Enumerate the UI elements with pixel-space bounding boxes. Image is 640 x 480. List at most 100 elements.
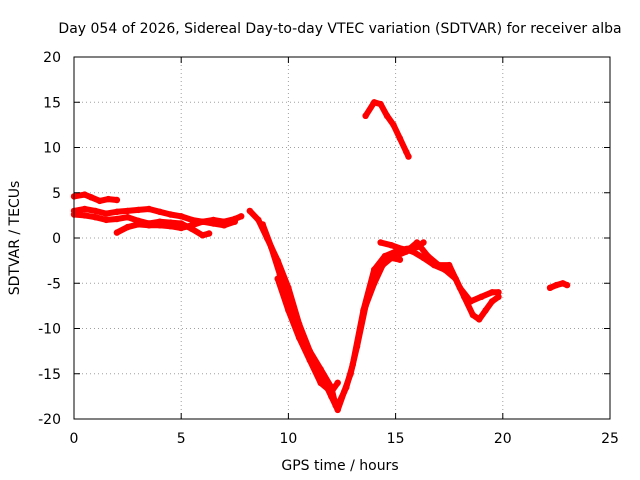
- x-axis-label: GPS time / hours: [281, 458, 398, 474]
- data-point: [103, 216, 110, 224]
- grid: [74, 57, 610, 419]
- series-isolated-high: [362, 99, 412, 160]
- data-point: [205, 230, 213, 237]
- data-point: [124, 207, 131, 215]
- data-point: [259, 221, 266, 228]
- data-point: [340, 388, 348, 396]
- x-tick-label: 5: [177, 431, 186, 447]
- data-point: [495, 289, 502, 296]
- data-point: [178, 213, 185, 220]
- data-point: [563, 281, 571, 289]
- data-point: [476, 316, 483, 323]
- data-point: [413, 239, 421, 246]
- x-tick-label: 0: [70, 431, 79, 447]
- data-point: [124, 223, 131, 231]
- y-tick-label: 15: [43, 95, 61, 111]
- data-point: [285, 307, 292, 314]
- data-point: [371, 99, 378, 106]
- data-point: [381, 252, 389, 260]
- data-point: [383, 112, 391, 120]
- data-point: [113, 229, 121, 236]
- data-point: [268, 243, 275, 251]
- y-tick-label: 5: [52, 186, 61, 202]
- x-tick-label: 10: [279, 431, 297, 447]
- data-point: [199, 218, 206, 225]
- data-point: [295, 334, 303, 341]
- chart-title: Day 054 of 2026, Sidereal Day-to-day VTE…: [58, 21, 621, 37]
- data-point: [92, 214, 99, 221]
- y-tick-label: -20: [38, 412, 61, 428]
- y-tick-label: 20: [43, 50, 61, 66]
- x-tick-label: 15: [387, 431, 405, 447]
- data-point: [113, 196, 121, 204]
- data-point: [167, 211, 174, 218]
- data-point: [553, 281, 560, 289]
- data-point: [469, 311, 476, 319]
- data-point: [145, 222, 153, 229]
- data-point: [488, 298, 496, 305]
- data-point: [328, 388, 335, 396]
- axis-ticks: [73, 56, 611, 420]
- data-point: [96, 197, 103, 205]
- data-point: [347, 370, 354, 377]
- data-point: [188, 222, 196, 229]
- data-point: [92, 207, 99, 215]
- data-point: [379, 261, 386, 269]
- data-point: [210, 220, 217, 227]
- data-point: [113, 208, 121, 215]
- data-point: [456, 284, 464, 291]
- data-point: [546, 284, 554, 291]
- data-point: [390, 121, 397, 129]
- y-tick-label: 0: [52, 231, 61, 247]
- data-point: [113, 215, 121, 223]
- data-point: [377, 100, 384, 108]
- y-tick-label: 10: [43, 141, 61, 157]
- data-point: [362, 112, 369, 120]
- data-point: [105, 195, 112, 203]
- data-point: [124, 214, 131, 221]
- data-point: [255, 216, 262, 224]
- data-point: [405, 153, 412, 160]
- data-point: [88, 194, 95, 201]
- data-point: [317, 379, 324, 386]
- data-point: [306, 357, 313, 364]
- series-decline-a: [246, 207, 427, 409]
- data-point: [220, 222, 228, 229]
- data-point: [353, 343, 361, 350]
- data-point: [371, 280, 378, 287]
- data-point: [392, 252, 399, 260]
- y-tick-label: -5: [47, 276, 61, 292]
- data-point: [334, 379, 341, 386]
- data-point: [81, 191, 88, 198]
- data-point: [103, 210, 110, 217]
- data-point: [156, 208, 163, 215]
- y-axis-label: SDTVAR / TECUs: [7, 181, 23, 296]
- data-point: [488, 289, 496, 296]
- data-point: [362, 302, 369, 310]
- data-point: [446, 261, 453, 269]
- data-point: [231, 218, 238, 225]
- data-point: [145, 205, 153, 213]
- tick-labels: 0 5 10 15 20 25 -20 -15 -10 -5 0 5 10 15 20: [38, 50, 619, 447]
- data-point: [377, 239, 384, 246]
- series-layer: [70, 99, 571, 414]
- data-point: [156, 222, 163, 229]
- data-point: [188, 216, 196, 224]
- data-point: [396, 135, 404, 142]
- data-point: [467, 298, 474, 305]
- data-point: [246, 207, 253, 215]
- data-point: [435, 261, 442, 269]
- data-point: [238, 213, 245, 220]
- x-tick-label: 25: [601, 431, 619, 447]
- y-tick-label: -15: [38, 367, 61, 383]
- data-point: [334, 406, 341, 414]
- data-point: [274, 275, 281, 282]
- data-point: [388, 242, 395, 249]
- data-point: [328, 393, 335, 400]
- data-point: [478, 293, 485, 300]
- data-point: [403, 248, 410, 255]
- x-tick-label: 20: [494, 431, 512, 447]
- data-point: [135, 221, 142, 228]
- data-point: [424, 252, 431, 260]
- y-tick-label: -10: [38, 322, 61, 338]
